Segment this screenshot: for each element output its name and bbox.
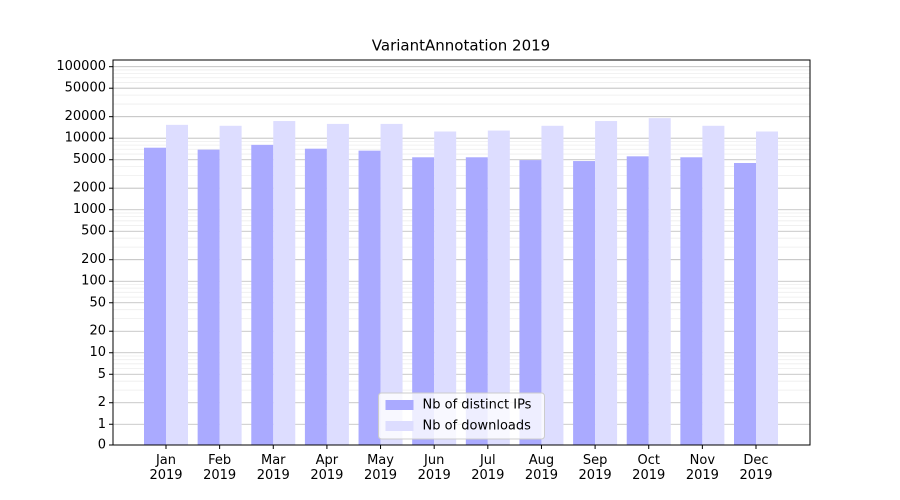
bar [465,157,488,445]
x-tick-label: Nov 2019 [685,453,719,483]
x-tick-label: Mar 2019 [256,453,290,483]
x-tick-label: Apr 2019 [310,453,344,483]
bar [144,147,166,445]
bar [519,160,542,446]
y-tick-label: 2000 [73,181,106,196]
bar [595,121,618,446]
y-tick-label: 2 [98,395,106,410]
legend-swatch [385,421,414,431]
bar [680,157,703,445]
bar [251,144,274,446]
y-tick-label: 10000 [65,131,106,146]
bar [434,131,457,445]
x-tick-label: Aug 2019 [524,453,558,483]
y-tick-label: 20 [89,324,106,339]
x-tick-label: Oct 2019 [632,453,666,483]
bar [573,161,596,446]
y-tick-label: 10 [89,345,106,360]
plot-frame [112,59,811,446]
bar [326,123,349,445]
y-tick-label: 20000 [65,109,106,124]
y-tick-label: 100 [81,274,106,289]
y-tick-label: 50000 [65,81,106,96]
bar [487,130,510,445]
x-tick-label: Feb 2019 [203,453,237,483]
x-tick-label: Jul 2019 [471,453,505,483]
legend-label: Nb of downloads [423,419,532,434]
bar [412,157,435,445]
bar [166,124,188,445]
legend-swatch [385,400,414,410]
bar [219,125,242,445]
x-tick-label: Dec 2019 [739,453,773,483]
bar [734,162,756,445]
bar [648,118,671,445]
x-tick-label: May 2019 [363,453,398,483]
bar [273,121,296,446]
bar [358,150,381,446]
y-tick-label: 1 [98,417,106,432]
y-tick-label: 50 [89,295,106,310]
bar [304,148,327,445]
bar [756,131,778,445]
x-tick-label: Jun 2019 [417,453,451,483]
bar [541,125,564,445]
x-tick-label: Sep 2019 [578,453,612,483]
y-tick-label: 5 [98,367,106,382]
bar [380,123,403,445]
bar [702,125,725,445]
y-tick-label: 1000 [73,202,106,217]
y-tick-label: 0 [98,438,106,453]
y-tick-label: 200 [81,252,106,267]
bar [626,156,649,445]
legend-box [378,392,545,440]
y-tick-label: 100000 [56,59,106,74]
x-tick-label: Jan 2019 [149,453,183,483]
y-tick-label: 500 [81,224,106,239]
y-tick-label: 5000 [73,152,106,167]
legend-label: Nb of distinct IPs [423,398,532,413]
bar [197,149,220,445]
chart-title: VariantAnnotation 2019 [372,37,550,55]
